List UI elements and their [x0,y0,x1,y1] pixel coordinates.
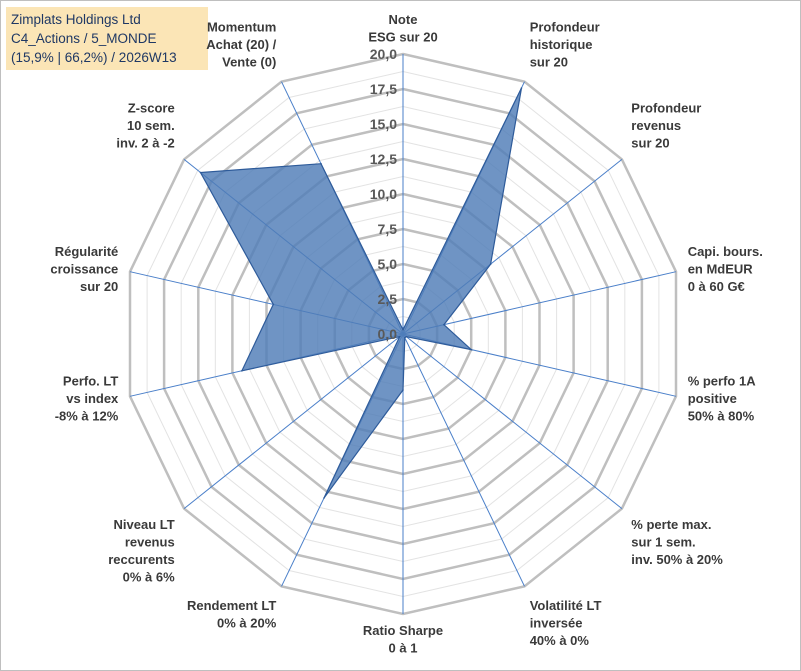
axis-label-line: reccurents [108,552,174,567]
series-point [404,337,406,339]
tick-label: 20,0 [370,46,397,62]
axis-label-line: 10 sem. [127,118,175,133]
series-point [272,303,275,306]
tick-label: 10,0 [370,186,397,202]
axis-label-line: 0 à 1 [389,641,418,656]
tick-label: 12,5 [370,151,397,167]
axis-label-line: inversée [530,616,583,631]
axis-label-line: Vente (0) [222,54,276,69]
axis-label-line: sur 20 [530,54,568,69]
axis-label: Z-score 10 sem. inv. 2 à -2 [116,100,174,150]
series-point [443,323,445,326]
axis-label-line: 0% à 20% [217,616,277,631]
axis-label-line: -8% à 12% [55,409,119,424]
axis-label-line: sur 1 sem. [631,535,695,550]
axis-label-line: croissance [50,261,118,276]
axis-label: Profondeur revenus sur 20 [631,100,701,150]
series-point [489,263,492,266]
series-point [199,171,202,174]
axis-label-line: inv. 2 à -2 [116,135,174,150]
axis-label-line: 0 à 60 G€ [688,279,745,294]
axis-label-line: sur 20 [631,135,669,150]
axis-label-line: 40% à 0% [530,633,590,648]
tick-label: 5,0 [378,256,398,272]
title-line-company: Zimplats Holdings Ltd [11,12,141,27]
axis-label-line: inv. 50% à 20% [631,552,723,567]
axis-label-line: sur 20 [80,279,118,294]
axis-spoke [402,271,677,335]
axis-label-line: vs index [66,391,119,406]
tick-label: 0,0 [378,326,398,342]
axis-label: Volatilité LT inversée 40% à 0% [530,598,602,648]
series-point [241,370,243,372]
axis-label: Capi. bours. en MdEUR 0 à 60 G€ [688,244,763,294]
axis-label-line: Régularité [55,244,119,259]
axis-spoke [183,333,404,509]
tick-label: 15,0 [370,116,397,132]
series-point [405,335,408,338]
axis-label-line: Niveau LT [114,517,175,532]
axis-label-line: % perfo 1A [688,374,757,389]
axis-label-line: 0% à 6% [123,570,175,585]
radial-tick-labels: 0,0 2,5 5,0 7,5 10,0 12,5 15,0 17,5 20,0 [370,46,397,342]
series-point [520,87,523,89]
axis-spoke [402,333,623,509]
axis-labels: Note ESG sur 20 Profondeur historique sur 20… [50,12,762,656]
axis-label-line: 50% à 80% [688,409,755,424]
series-point [320,162,322,165]
axis-label: Niveau LT revenus reccurents 0% à 6% [108,517,175,585]
chart-title-box: Zimplats Holdings Ltd C4_Actions / 5_MON… [6,7,208,70]
axis-label-line: Note [389,12,418,27]
tick-label: 7,5 [378,221,398,237]
axis-label-line: Profondeur [631,100,701,115]
axis-label-line: Momentum [207,19,276,34]
axis-label: % perfo 1A positive 50% à 80% [688,374,757,424]
axis-label-line: revenus [125,535,175,550]
axis-label: % perte max. sur 1 sem. inv. 50% à 20% [631,517,723,567]
axis-label: Régularité croissance sur 20 [50,244,118,294]
axis-label: Profondeur historique sur 20 [530,19,600,69]
axis-label-line: Capi. bours. [688,244,763,259]
axis-label-line: Perfo. LT [63,374,118,389]
series-point [323,497,325,499]
axis-label: Note ESG sur 20 [368,12,437,45]
title-line-stats: (15,9% | 66,2%) / 2026W13 [11,50,177,65]
axis-label-line: Ratio Sharpe [363,623,443,638]
axis-label-line: historique [530,37,593,52]
series-point [398,335,401,338]
axis-spoke [402,333,525,587]
axis-label-line: Volatilité LT [530,598,602,613]
axis-label: Rendement LT 0% à 20% [187,598,277,631]
title-line-category: C4_Actions / 5_MONDE [11,31,157,46]
axis-label-line: ESG sur 20 [368,30,437,45]
axis-label-line: % perte max. [631,517,711,532]
series-point [402,329,404,331]
series-layer [199,87,523,499]
axis-label-line: revenus [631,118,681,133]
tick-label: 17,5 [370,81,397,97]
series-area [199,87,523,499]
axis-label-line: en MdEUR [688,261,754,276]
axis-label-line: Z-score [128,100,175,115]
axis-label: Perfo. LT vs index -8% à 12% [55,374,119,424]
series-point [470,348,473,351]
axis-label: Momentum Achat (20) / Vente (0) [206,19,276,69]
axis-label: Ratio Sharpe 0 à 1 [363,623,443,656]
axis-label-line: Profondeur [530,19,600,34]
axis-label-line: Achat (20) / [206,37,276,52]
tick-label: 2,5 [378,291,398,307]
series-point [402,389,404,391]
axis-label-line: positive [688,391,737,406]
axis-label-line: Rendement LT [187,598,276,613]
